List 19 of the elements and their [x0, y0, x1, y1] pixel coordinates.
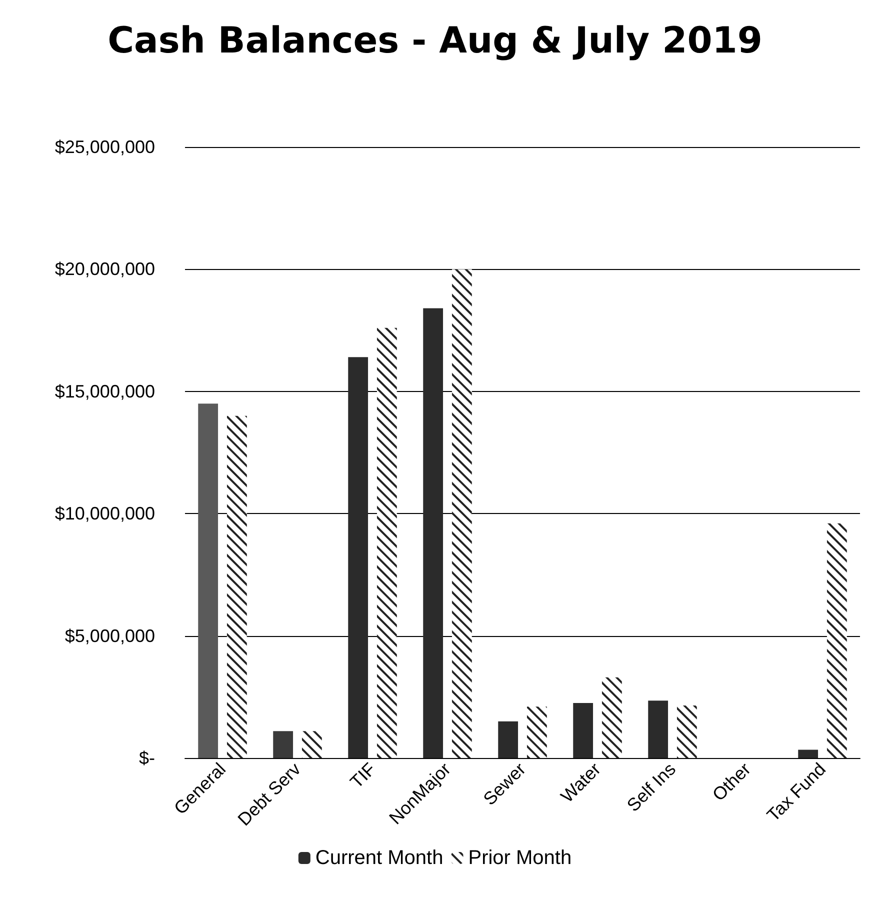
chart-title: Cash Balances - Aug & July 2019 — [108, 20, 762, 62]
y-tick-label: $10,000,000 — [54, 504, 155, 524]
y-tick-label: $5,000,000 — [64, 626, 155, 646]
bar — [198, 404, 218, 758]
bar — [573, 703, 594, 758]
bar — [423, 308, 444, 758]
bar — [273, 731, 294, 758]
y-tick-label: $- — [138, 748, 155, 768]
legend-label: Prior Month — [468, 847, 572, 869]
x-tick-label: TIF — [346, 758, 380, 792]
x-tick-label: Self Ins — [623, 758, 680, 816]
legend-label: Current Month — [315, 847, 444, 869]
bar — [498, 721, 518, 758]
y-tick-label: $25,000,000 — [54, 137, 155, 157]
bar — [348, 357, 368, 758]
bar — [798, 750, 818, 758]
bar — [648, 700, 668, 758]
y-tick-label: $15,000,000 — [54, 381, 155, 402]
y-tick-label: $20,000,000 — [54, 259, 155, 280]
